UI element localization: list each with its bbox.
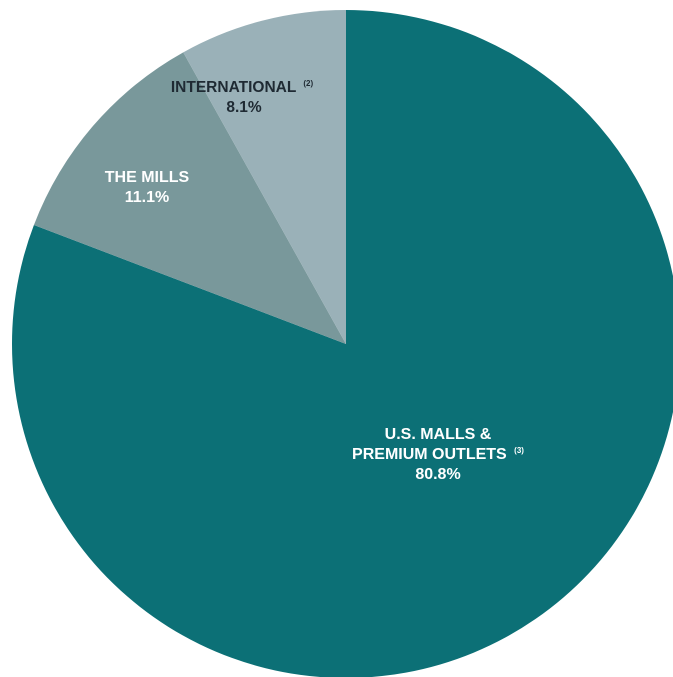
slice-the-mills: [33, 52, 347, 344]
svg-text:THE MILLS: THE MILLS: [105, 169, 190, 186]
pie-slices: [11, 10, 673, 677]
slice-value-us-malls: 80.8%: [415, 466, 460, 483]
svg-text:INTERNATIONAL (2): INTERNATIONAL (2): [171, 79, 314, 96]
slice-label-the-mills: THE MILLS 11.1%: [105, 169, 190, 206]
slice-label-us-malls: U.S. MALLS & PREMIUM OUTLETS (3) 80.8%: [352, 426, 524, 483]
svg-text:U.S. MALLS &: U.S. MALLS &: [385, 426, 492, 443]
slice-value-international: 8.1%: [226, 99, 262, 116]
slice-us-malls-premium-outlets: [11, 10, 673, 677]
svg-text:80.8%: 80.8%: [415, 466, 460, 483]
slice-footnote-international: (2): [303, 79, 313, 88]
slice-label-the-mills-line-1: THE MILLS: [105, 169, 190, 186]
slice-footnote-us-malls: (3): [514, 446, 524, 455]
slice-label-international-line-1: INTERNATIONAL: [171, 79, 296, 96]
slice-international: [183, 10, 346, 344]
slice-label-us-malls-line-1: U.S. MALLS &: [385, 426, 492, 443]
svg-text:11.1%: 11.1%: [125, 189, 169, 206]
slice-label-international: INTERNATIONAL (2) 8.1%: [171, 79, 314, 116]
svg-text:PREMIUM OUTLETS (3): PREMIUM OUTLETS (3): [352, 446, 524, 463]
slice-value-the-mills: 11.1%: [125, 189, 169, 206]
svg-text:8.1%: 8.1%: [226, 99, 262, 116]
slice-label-us-malls-line-2: PREMIUM OUTLETS: [352, 446, 507, 463]
